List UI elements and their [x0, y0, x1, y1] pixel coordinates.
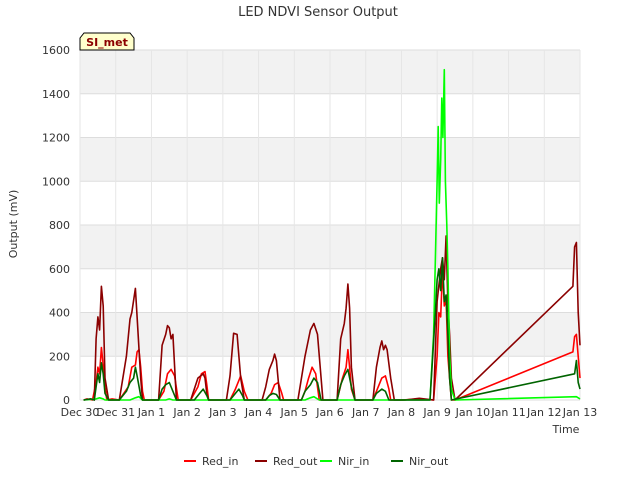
- site-label: SI_met: [86, 36, 128, 49]
- x-tick-label: Dec 31: [96, 406, 135, 419]
- y-tick-label: 200: [49, 350, 70, 363]
- legend: Red_in Red_out Nir_in Nir_out: [184, 455, 449, 468]
- x-tick-label: Jan 11: [490, 406, 525, 419]
- legend-item[interactable]: Red_out: [255, 455, 318, 468]
- y-tick-label: 0: [63, 394, 70, 407]
- y-tick-label: 800: [49, 219, 70, 232]
- y-axis-ticks: 0 200 400 600 800 1000 1200 1400 1600: [42, 44, 70, 407]
- x-tick-label: Jan 10: [455, 406, 490, 419]
- x-tick-label: Jan 5: [280, 406, 308, 419]
- site-label-background: [79, 32, 135, 51]
- x-tick-label: Dec 30: [61, 406, 100, 419]
- series-lines: [83, 68, 581, 401]
- x-axis-title: Time: [552, 423, 580, 436]
- series-line-red-in: [83, 268, 581, 401]
- x-tick-label: Jan 13: [562, 406, 597, 419]
- x-tick-label: Jan 2: [172, 406, 200, 419]
- y-tick-label: 1600: [42, 44, 70, 57]
- legend-label: Nir_in: [338, 455, 369, 468]
- x-tick-label: Jan 4: [244, 406, 272, 419]
- series-line-nir-out: [83, 257, 581, 401]
- y-tick-label: 600: [49, 263, 70, 276]
- legend-label: Red_in: [202, 455, 238, 468]
- legend-item[interactable]: Nir_in: [320, 455, 369, 468]
- x-tick-label: Jan 9: [422, 406, 450, 419]
- x-tick-label: Jan 3: [208, 406, 236, 419]
- y-tick-label: 1000: [42, 175, 70, 188]
- x-tick-label: Jan 8: [387, 406, 415, 419]
- chart-title: LED NDVI Sensor Output: [238, 5, 398, 20]
- legend-label: Nir_out: [409, 455, 449, 468]
- x-tick-label: Jan 12: [526, 406, 561, 419]
- legend-item[interactable]: Red_in: [184, 455, 238, 468]
- site-label-box: SI_met: [79, 32, 135, 51]
- legend-label: Red_out: [273, 455, 318, 468]
- y-axis-title: Output (mV): [7, 190, 20, 259]
- y-tick-label: 1200: [42, 132, 70, 145]
- legend-item[interactable]: Nir_out: [391, 455, 449, 468]
- y-tick-label: 400: [49, 307, 70, 320]
- x-tick-label: Jan 1: [137, 406, 165, 419]
- x-tick-label: Jan 6: [315, 406, 343, 419]
- y-tick-label: 1400: [42, 88, 70, 101]
- x-tick-label: Jan 7: [351, 406, 379, 419]
